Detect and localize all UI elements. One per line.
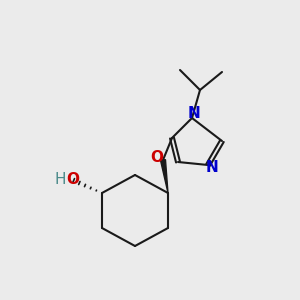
Text: N: N xyxy=(188,106,200,122)
Polygon shape xyxy=(160,160,168,193)
Text: O: O xyxy=(67,172,80,187)
Text: O: O xyxy=(151,151,164,166)
Text: H: H xyxy=(54,172,66,188)
Text: N: N xyxy=(206,160,218,175)
